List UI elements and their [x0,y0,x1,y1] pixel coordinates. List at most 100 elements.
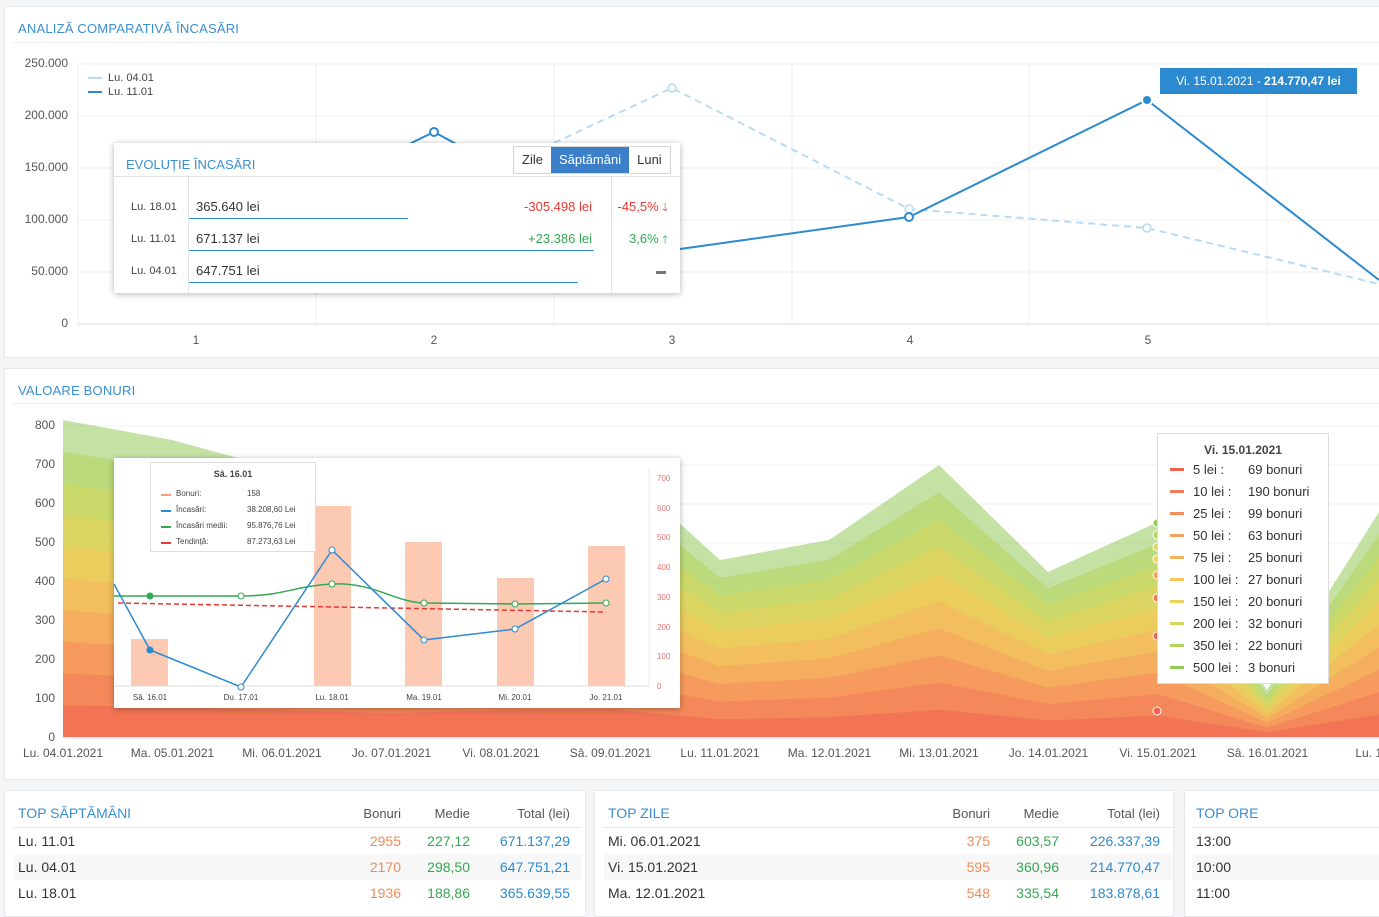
row-diff: +23.386 lei [528,231,592,246]
table-row[interactable] [14,880,582,906]
column-header: Bonuri [952,806,990,821]
evolutie-row: Lu. 18.01 365.640 lei -305.498 lei -45,5… [114,191,680,223]
mini-avg-point [146,592,154,600]
y-tick-label: 800 [34,418,55,432]
mini-tooltip-row: Tendință: 87.273,63 Lei [161,537,311,551]
row-name: Lu. 04.01 [18,859,77,875]
x-tick-label: Sâ. 16.01.2021 [1226,746,1309,760]
x-tick-label: Lu. 11.01.2021 [680,746,760,760]
row-medie: 335,54 [1016,885,1059,901]
y-tick-label: 100 [34,691,55,705]
legend-swatch [1170,600,1184,603]
mini-incasari-point [328,546,336,554]
row-bar [189,282,578,283]
mini-tooltip-row: Încasări medii: 95.876,76 Lei [161,521,311,535]
row-bonuri: 548 [966,885,990,901]
legend-key: 200 lei : [1193,616,1239,631]
hover-point [1152,706,1162,716]
x-tick-label: Mi. 06.01.2021 [242,746,322,760]
top_saptamani-title: TOP SĂPTĂMÂNI [18,805,132,821]
table-row[interactable] [1192,880,1379,906]
legend-swatch [1170,490,1184,493]
mini-r-tick: 400 [657,563,671,573]
mini-tooltip-value: 87.273,63 Lei [247,537,296,546]
evolutie-row: Lu. 04.01 647.751 lei [114,255,680,287]
table-row[interactable] [604,828,1172,854]
row-name: Vi. 15.01.2021 [608,859,699,875]
tab-luni[interactable]: Luni [629,147,670,173]
row-total: 365.639,55 [499,885,570,901]
area-band [63,705,1379,737]
point-lu-04-01 [1142,223,1152,233]
y-tick-label: 600 [34,496,55,510]
mini-incasari-point [420,636,428,644]
column-header: Total (lei) [1107,806,1160,821]
mini-r-tick: 700 [657,474,671,483]
x-tick-label: 3 [668,333,676,347]
legend-value: 32 bonuri [1248,616,1303,631]
row-bonuri: 2955 [369,833,401,849]
table-row[interactable] [604,854,1172,880]
legend-date: Vi. 15.01.2021 [1204,443,1282,457]
x-tick-label: Jo. 14.01.2021 [1008,746,1089,760]
mini-avg-point [420,599,428,607]
row-medie: 298,50 [427,859,470,875]
table-row[interactable] [14,854,582,880]
mini-incasari-point [602,575,610,583]
legend-value: 63 bonuri [1248,528,1303,543]
table-row[interactable] [604,880,1172,906]
analiza-tooltip: Vi. 15.01.2021 - 214.770,47 lei [1160,68,1357,94]
row-pct: 3,6% 🡑 [629,231,668,246]
legend-value: 190 bonuri [1248,484,1310,499]
mini-r-tick: 100 [657,652,671,662]
valoare-title: VALOARE BONURI [18,383,136,398]
legend-value: 25 bonuri [1248,550,1303,565]
legend-key: 10 lei : [1193,484,1232,499]
tab-saptamani[interactable]: Săptămâni [550,147,630,173]
row-medie: 603,57 [1016,833,1059,849]
mini-swatch [161,542,171,544]
legend-row: 200 lei : 32 bonuri [1170,616,1328,638]
row-date: Lu. 18.01 [131,201,177,213]
mini-tooltip-row: Bonuri: 158 [161,489,311,503]
down-arrow-icon: 🡓 [662,202,668,214]
table-row[interactable] [1192,854,1379,880]
flat-dash-icon [656,271,666,274]
row-bar [189,250,594,251]
x-tick-label: 1 [192,333,200,347]
row-total: 671.137,29 [499,833,570,849]
hour-label: 11:00 [1196,885,1230,901]
legend-key: 50 lei : [1193,528,1232,543]
column-header: Total (lei) [517,806,570,821]
legend-value: 20 bonuri [1248,594,1303,609]
legend-swatch [1170,556,1184,559]
mini-r-tick: 600 [657,503,671,513]
up-arrow-icon: 🡑 [662,234,668,246]
row-name: Ma. 12.01.2021 [608,885,706,901]
legend-value: 22 bonuri [1248,638,1303,653]
series-lu-11-01-b [679,98,1379,281]
mini-chart[interactable] [113,458,680,708]
period-toggle[interactable]: Zile Săptămâni Luni [513,146,671,174]
column-header: Medie [434,806,470,821]
table-row[interactable] [14,828,582,854]
mini-r-tick: 0 [657,681,662,691]
hour-label: 13:00 [1196,833,1232,849]
y-tick-label: 500 [34,535,55,549]
row-medie: 188,86 [427,885,470,901]
table-row[interactable] [1192,828,1379,854]
y-tick-label: 50.000 [31,264,68,278]
point-lu-04-01 [667,83,677,93]
point-lu-11-01 [429,127,439,137]
x-tick-label: Sâ. 09.01.2021 [569,746,652,760]
row-name: Mi. 06.01.2021 [608,833,701,849]
x-tick-label: Vi. 15.01.2021 [1119,746,1197,760]
hour-label: 10:00 [1196,859,1232,875]
legend-row: 10 lei : 190 bonuri [1170,484,1328,506]
row-bar [189,218,408,219]
row-value: 671.137 lei [196,231,260,246]
row-medie: 227,12 [427,833,470,849]
mini-x-tick: Du. 17.01 [223,693,259,702]
mini-x-tick: Jo. 21.01 [589,693,623,702]
tab-zile[interactable]: Zile [514,147,551,173]
